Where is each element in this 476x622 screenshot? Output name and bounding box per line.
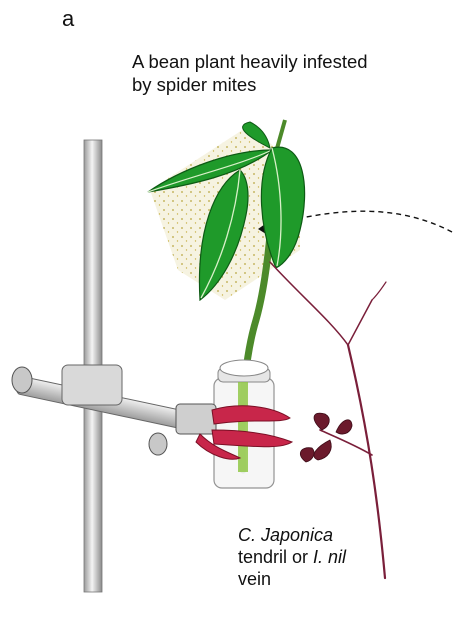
- figure-title: A bean plant heavily infested by spider …: [132, 50, 462, 96]
- tendril-label-line-3: vein: [238, 569, 272, 589]
- bosshead: [61, 364, 123, 406]
- tendril-species: C. Japonica: [238, 525, 334, 545]
- tendril-leaves: [299, 412, 353, 463]
- clamp-jaws: [175, 403, 294, 460]
- tendril: [269, 261, 387, 580]
- vein-species: I. nil: [313, 547, 347, 567]
- glass-vial: [213, 359, 275, 489]
- leaf-right: [260, 146, 306, 269]
- clamp-screw-front: [148, 432, 168, 456]
- tendril-label-line-2: tendril or I. nil: [238, 546, 438, 568]
- title-line-2: by spider mites: [132, 74, 257, 95]
- tendril-label-or: tendril or: [238, 547, 314, 567]
- clamp-screw-left: [11, 366, 33, 394]
- panel-label: a: [62, 6, 75, 31]
- tendril-label: C. Japonica tendril or I. nil vein: [238, 524, 438, 590]
- leaf-top: [242, 121, 271, 149]
- title-line-1: A bean plant heavily infested: [132, 51, 368, 72]
- bean-leaves: [147, 121, 306, 302]
